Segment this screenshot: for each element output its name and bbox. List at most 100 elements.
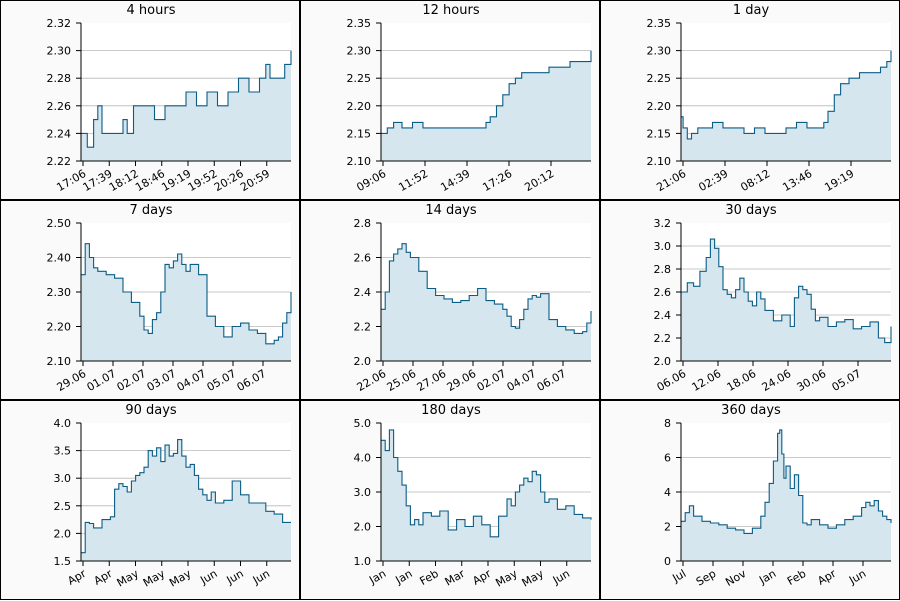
series-area (681, 239, 891, 361)
y-tick-label: 1.5 (54, 555, 72, 568)
x-tick-label: Jan (366, 567, 388, 587)
y-tick-label: 2.28 (47, 72, 72, 85)
y-tick-label: 2.35 (347, 17, 372, 30)
y-tick-label: 2.20 (647, 100, 672, 113)
series-line (381, 429, 592, 538)
y-tick-label: 2.50 (47, 217, 72, 230)
x-tick-label: 01.07 (85, 367, 119, 394)
x-tick-label: 08:12 (738, 167, 772, 194)
x-tick-label: 19:19 (822, 167, 856, 194)
y-tick-label: 2.10 (47, 355, 72, 368)
chart-svg: 2.10 2.15 2.20 2.25 2.30 2.35 09:06 11:52 14:39 1… (347, 17, 592, 194)
y-tick-label: 2.0 (354, 521, 372, 534)
chart-svg: 2.10 2.20 2.30 2.40 2.50 29.0601.0702.0703.07… (47, 217, 292, 394)
y-tick-label: 2.2 (354, 321, 372, 334)
chart-svg: 2.10 2.15 2.20 2.25 2.30 2.35 21:06 02:39 08:12 1… (647, 17, 892, 194)
y-tick-label: 2.30 (47, 45, 72, 58)
y-tick-label: 2.26 (47, 100, 72, 113)
x-tick-label: Jun (197, 567, 219, 587)
y-tick-label: 2.6 (654, 286, 672, 299)
x-tick-label: 17:26 (480, 167, 514, 194)
x-tick-label: Feb (785, 567, 808, 588)
x-tick-label: 29.06 (55, 367, 89, 394)
y-tick-label: 2.20 (347, 100, 372, 113)
y-tick-label: 2.30 (47, 286, 72, 299)
chart-svg: 0 2 4 6 8 Jul Sep Nov Jan Feb Apr Jun (664, 417, 892, 589)
y-tick-label: 2.15 (347, 127, 372, 140)
chart-panel: 2.0 2.2 2.4 2.6 2.8 3.0 3.2 06.06 12.06 18.06 24.0… (600, 200, 900, 400)
series-area (81, 439, 291, 561)
chart-title: 7 days (129, 203, 173, 218)
x-tick-label: Jan (393, 567, 415, 587)
x-tick-label: May (520, 567, 547, 590)
y-tick-label: 2.6 (354, 252, 372, 265)
y-tick-label: 5.0 (354, 417, 372, 430)
x-tick-label: Jul (669, 567, 688, 585)
x-tick-label: Apr (470, 567, 493, 588)
series-line (81, 50, 292, 148)
x-tick-label: Jan (756, 567, 778, 587)
x-tick-label: 09:06 (354, 167, 388, 194)
y-tick-label: 3.2 (654, 217, 672, 230)
x-tick-label: 24.06 (760, 367, 794, 394)
x-tick-label: 25.06 (385, 367, 419, 394)
x-tick-label: Jun (224, 567, 246, 587)
series-line (681, 50, 892, 140)
y-tick-label: 2.40 (47, 252, 72, 265)
x-tick-label: 06.07 (235, 367, 269, 394)
series-line (381, 243, 592, 334)
y-tick-label: 2.0 (654, 355, 672, 368)
y-tick-label: 2 (664, 521, 671, 534)
y-tick-label: 2.20 (47, 321, 72, 334)
x-tick-label: Sep (694, 567, 718, 589)
y-tick-label: 2.2 (654, 332, 672, 345)
chart-panel: 2.0 2.2 2.4 2.6 2.8 22.06 25.06 27.06 29.06 02.07… (300, 200, 600, 400)
x-tick-label: 11:52 (396, 167, 430, 194)
chart-svg: 2.0 2.2 2.4 2.6 2.8 3.0 3.2 06.06 12.06 18.06 24.0… (654, 217, 892, 394)
x-tick-label: 03.07 (145, 367, 179, 394)
y-tick-label: 2.0 (354, 355, 372, 368)
y-tick-label: 2.25 (347, 72, 372, 85)
y-tick-label: 2.10 (647, 155, 672, 168)
y-tick-label: 2.4 (354, 286, 372, 299)
series-area (81, 243, 291, 361)
x-tick-label: 20:12 (522, 167, 556, 194)
series-line (681, 238, 892, 344)
x-tick-label: 05.07 (830, 367, 864, 394)
y-tick-label: 3.5 (54, 445, 72, 458)
chart-panel: 1.5 2.0 2.5 3.0 3.5 4.0 Apr Apr May May May Jun Jun J… (0, 400, 300, 600)
y-tick-label: 2.24 (47, 127, 72, 140)
y-tick-label: 0 (664, 555, 671, 568)
y-tick-label: 1.0 (354, 555, 372, 568)
y-tick-label: 4 (664, 486, 671, 499)
chart-svg: 2.0 2.2 2.4 2.6 2.8 22.0625.0627.0629.0602.07… (354, 217, 592, 394)
chart-panel: 2.22 2.24 2.26 2.28 2.30 2.32 17:06 17:39 18:12 1… (0, 0, 300, 200)
x-tick-label: 20:59 (238, 167, 272, 194)
x-tick-label: Nov (723, 567, 749, 589)
x-tick-label: 02.07 (475, 367, 509, 394)
y-tick-label: 2.30 (347, 45, 372, 58)
x-tick-label: 22.06 (355, 367, 389, 394)
series-line (81, 439, 291, 554)
chart-panel: 2.10 2.15 2.20 2.25 2.30 2.35 21:06 02:39 08:12 1… (600, 0, 900, 200)
series-line (681, 429, 892, 534)
x-tick-label: Jun (550, 567, 572, 587)
chart-panel: 2.10 2.15 2.20 2.25 2.30 2.35 09:06 11:52 14:39 1… (300, 0, 600, 200)
y-tick-label: 2.35 (647, 17, 672, 30)
x-tick-label: 18.06 (725, 367, 759, 394)
y-tick-label: 6 (664, 452, 671, 465)
chart-title: 30 days (725, 203, 777, 218)
x-tick-label: Apr (92, 567, 115, 588)
y-tick-label: 2.8 (354, 217, 372, 230)
x-tick-label: Jun (250, 567, 272, 587)
x-tick-label: 06.06 (655, 367, 689, 394)
x-tick-label: 04.07 (505, 367, 539, 394)
x-tick-label: Apr (815, 567, 838, 588)
chart-panel: 1.0 2.0 3.0 4.0 5.0 Jan Jan Feb Mar Apr May May Jun 1… (300, 400, 600, 600)
x-tick-label: May (493, 567, 520, 590)
y-tick-label: 2.5 (54, 500, 72, 513)
x-tick-label: Apr (65, 567, 88, 588)
y-tick-label: 2.22 (47, 155, 72, 168)
